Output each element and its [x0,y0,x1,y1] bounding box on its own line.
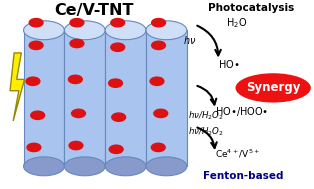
Ellipse shape [24,21,64,40]
Circle shape [72,109,85,118]
Circle shape [29,19,43,27]
Text: Synergy: Synergy [246,81,300,94]
Bar [146,30,187,166]
Circle shape [111,43,125,51]
Ellipse shape [146,21,187,40]
Ellipse shape [236,73,311,102]
Circle shape [152,41,165,50]
Text: $h\nu$/H$_2$O$_2$: $h\nu$/H$_2$O$_2$ [188,110,225,122]
Circle shape [111,19,125,27]
Ellipse shape [105,157,146,176]
Circle shape [68,75,82,84]
Circle shape [150,77,164,85]
Ellipse shape [105,21,146,40]
Bar [105,30,146,166]
Ellipse shape [24,157,64,176]
Bar [64,30,105,166]
Ellipse shape [146,157,187,176]
Ellipse shape [64,21,105,40]
Text: HO$\bullet$/HOO$\bullet$: HO$\bullet$/HOO$\bullet$ [215,105,268,118]
Text: $h\nu$: $h\nu$ [183,34,197,46]
Circle shape [70,19,84,27]
Bar [24,30,64,166]
Circle shape [69,141,83,150]
Circle shape [26,77,40,85]
Text: Photocatalysis: Photocatalysis [208,3,294,13]
Circle shape [154,109,168,118]
Text: H$_2$O: H$_2$O [226,16,247,30]
Circle shape [29,41,43,50]
Text: Fenton-based: Fenton-based [203,171,284,181]
Text: Ce/V-TNT: Ce/V-TNT [54,3,134,18]
Circle shape [27,143,41,152]
Text: $h\nu$/H$_2$O$_2$: $h\nu$/H$_2$O$_2$ [188,125,225,138]
Text: HO$\bullet$: HO$\bullet$ [218,58,240,70]
Ellipse shape [64,157,105,176]
Circle shape [70,39,84,48]
Circle shape [109,145,123,153]
Circle shape [31,111,45,119]
Circle shape [112,113,126,121]
Circle shape [151,143,165,152]
Circle shape [109,79,122,87]
Circle shape [152,19,165,27]
Polygon shape [10,53,24,121]
Text: Ce$^{4+}$/V$^{5+}$: Ce$^{4+}$/V$^{5+}$ [215,148,260,160]
